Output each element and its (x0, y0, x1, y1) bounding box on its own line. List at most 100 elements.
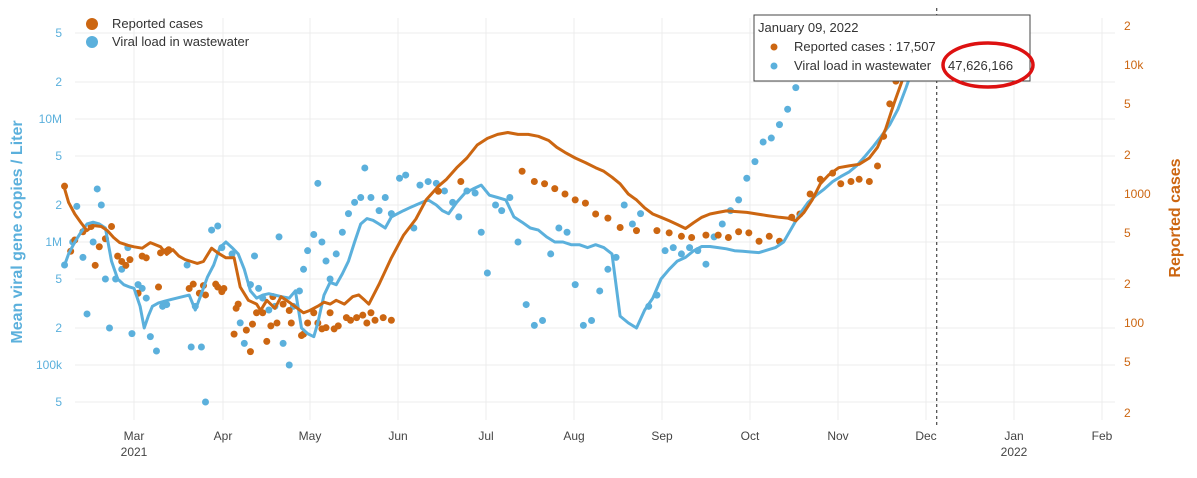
viral-load-point[interactable] (300, 265, 308, 273)
reported-cases-point[interactable] (847, 177, 855, 185)
viral-load-point[interactable] (279, 339, 287, 347)
viral-load-point[interactable] (628, 220, 636, 228)
reported-cases-point[interactable] (322, 324, 330, 332)
reported-cases-point[interactable] (581, 199, 589, 207)
viral-load-point[interactable] (310, 231, 318, 239)
reported-cases-point[interactable] (201, 291, 209, 299)
reported-cases-point[interactable] (126, 256, 134, 264)
viral-load-point[interactable] (255, 284, 263, 292)
viral-load-point[interactable] (93, 185, 101, 193)
viral-load-point[interactable] (579, 321, 587, 329)
reported-cases-point[interactable] (230, 330, 238, 338)
reported-cases-point[interactable] (561, 190, 569, 198)
reported-cases-point[interactable] (592, 210, 600, 218)
viral-load-point[interactable] (596, 287, 604, 295)
viral-load-point[interactable] (402, 171, 410, 179)
reported-cases-point[interactable] (571, 196, 579, 204)
viral-load-point[interactable] (718, 220, 726, 228)
reported-cases-point[interactable] (765, 232, 773, 240)
reported-cases-point[interactable] (91, 261, 99, 269)
viral-load-point[interactable] (571, 281, 579, 289)
reported-cases-point[interactable] (632, 227, 640, 235)
reported-cases-point[interactable] (285, 306, 293, 314)
reported-cases-point[interactable] (326, 309, 334, 317)
reported-cases-point[interactable] (541, 180, 549, 188)
viral-load-point[interactable] (214, 222, 222, 230)
reported-cases-point[interactable] (359, 311, 367, 319)
reported-cases-point[interactable] (185, 285, 193, 293)
viral-load-point[interactable] (128, 330, 136, 338)
viral-load-point[interactable] (240, 339, 248, 347)
reported-cases-point[interactable] (855, 175, 863, 183)
reported-cases-point[interactable] (604, 214, 612, 222)
viral-load-point[interactable] (344, 210, 352, 218)
viral-load-point[interactable] (332, 250, 340, 258)
viral-load-point[interactable] (367, 194, 375, 202)
viral-load-point[interactable] (375, 207, 383, 215)
viral-load-point[interactable] (201, 398, 209, 406)
viral-load-point[interactable] (142, 294, 150, 302)
reported-cases-point[interactable] (363, 319, 371, 327)
viral-load-point[interactable] (89, 238, 97, 246)
reported-cases-point[interactable] (735, 228, 743, 236)
reported-cases-point[interactable] (155, 283, 163, 291)
viral-load-point[interactable] (83, 310, 91, 318)
reported-cases-point[interactable] (214, 283, 222, 291)
reported-cases-point[interactable] (189, 280, 197, 288)
reported-cases-point[interactable] (95, 243, 103, 251)
reported-cases-point[interactable] (874, 162, 882, 170)
reported-cases-point[interactable] (371, 316, 379, 324)
reported-cases-point[interactable] (837, 180, 845, 188)
viral-load-point[interactable] (539, 317, 547, 325)
viral-load-point[interactable] (514, 238, 522, 246)
reported-cases-point[interactable] (122, 261, 130, 269)
viral-load-point[interactable] (265, 306, 273, 314)
viral-load-point[interactable] (304, 247, 312, 255)
viral-load-point[interactable] (455, 213, 463, 221)
viral-load-point[interactable] (669, 244, 677, 252)
viral-load-point[interactable] (152, 347, 160, 355)
reported-cases-point[interactable] (310, 309, 318, 317)
reported-cases-point[interactable] (248, 320, 256, 328)
reported-cases-point[interactable] (304, 319, 312, 327)
reported-cases-point[interactable] (334, 322, 342, 330)
reported-cases-point[interactable] (665, 229, 673, 237)
viral-load-point[interactable] (637, 210, 645, 218)
reported-cases-point[interactable] (267, 322, 275, 330)
viral-load-point[interactable] (138, 284, 146, 292)
viral-load-point[interactable] (743, 174, 751, 182)
viral-load-point[interactable] (759, 138, 767, 146)
reported-cases-point[interactable] (263, 337, 271, 345)
viral-load-point[interactable] (612, 253, 620, 261)
viral-load-point[interactable] (555, 224, 563, 232)
reported-cases-point[interactable] (367, 309, 375, 317)
reported-cases-point[interactable] (724, 234, 732, 242)
reported-cases-point[interactable] (347, 316, 355, 324)
legend-label[interactable]: Reported cases (112, 16, 204, 31)
viral-load-point[interactable] (620, 201, 628, 209)
reported-cases-point[interactable] (108, 222, 116, 230)
reported-cases-point[interactable] (530, 177, 538, 185)
reported-cases-point[interactable] (353, 314, 361, 322)
viral-load-point[interactable] (101, 275, 109, 283)
viral-load-point[interactable] (105, 324, 113, 332)
reported-cases-point[interactable] (220, 285, 228, 293)
viral-load-point[interactable] (314, 179, 322, 187)
reported-cases-point[interactable] (246, 348, 254, 356)
viral-load-point[interactable] (73, 202, 81, 210)
viral-load-point[interactable] (471, 189, 479, 197)
viral-load-point[interactable] (295, 287, 303, 295)
viral-load-point[interactable] (275, 233, 283, 241)
viral-load-point[interactable] (563, 228, 571, 236)
reported-cases-point[interactable] (714, 231, 722, 239)
viral-load-point[interactable] (381, 194, 389, 202)
viral-load-point[interactable] (183, 261, 191, 269)
reported-cases-point[interactable] (616, 223, 624, 231)
viral-load-point[interactable] (702, 260, 710, 268)
legend-marker[interactable] (86, 36, 98, 48)
legend-marker[interactable] (86, 18, 98, 30)
viral-load-point[interactable] (686, 244, 694, 252)
reported-cases-point[interactable] (745, 229, 753, 237)
viral-load-point[interactable] (396, 174, 404, 182)
reported-cases-point[interactable] (653, 227, 661, 235)
